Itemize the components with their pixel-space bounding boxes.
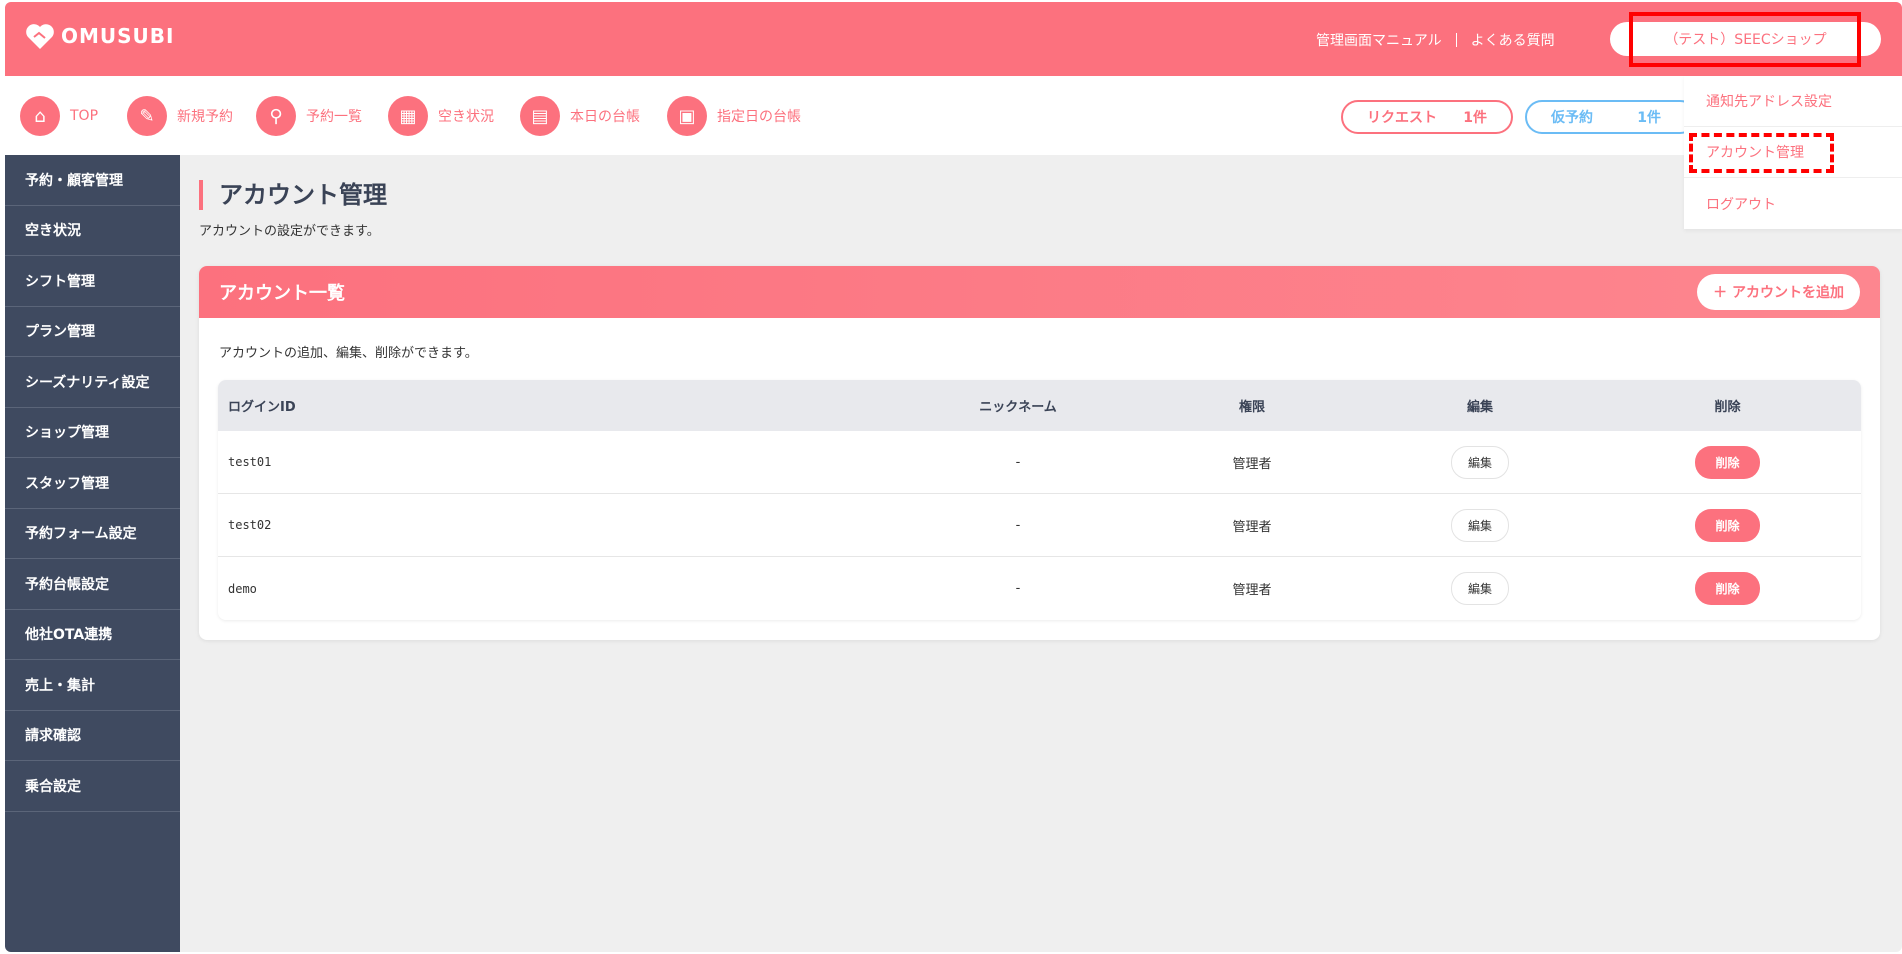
sidebar-item[interactable]: 空き状況 [5, 206, 180, 256]
table-row: test02 - 管理者 編集 削除 [218, 494, 1861, 557]
column-header: 編集 [1466, 400, 1493, 415]
menu-item-logout[interactable]: ログアウト [1706, 196, 1776, 213]
nav-top[interactable]: ⌂ TOP [20, 96, 98, 136]
card-title: アカウント一覧 [219, 283, 345, 304]
logo[interactable]: OMUSUBI [25, 22, 174, 50]
sidebar-item[interactable]: 予約フォーム設定 [5, 509, 180, 559]
heart-handshake-icon [26, 24, 54, 49]
divider [1455, 33, 1457, 47]
table-row: demo - 管理者 編集 削除 [218, 557, 1861, 620]
login-id: test02 [228, 518, 272, 532]
highlight-dashed-box [1689, 133, 1834, 173]
sidebar-item[interactable]: 予約台帳設定 [5, 559, 180, 610]
sidebar-item[interactable]: 乗合設定 [5, 761, 180, 812]
edit-button[interactable]: 編集 [1450, 572, 1509, 605]
book-icon: ▤ [520, 96, 560, 136]
column-header: ニックネーム [979, 400, 1057, 415]
nav-new-reservation[interactable]: ✎ 新規予約 [127, 96, 233, 136]
logo-text: OMUSUBI [61, 24, 175, 48]
role: 管理者 [1232, 519, 1272, 535]
nav-label: TOP [70, 108, 99, 124]
login-id: test01 [228, 455, 272, 469]
tentative-pill[interactable]: 仮予約 1件 [1525, 100, 1697, 134]
grid-icon: ▦ [388, 96, 428, 136]
role: 管理者 [1232, 456, 1272, 472]
sidebar-item[interactable]: 請求確認 [5, 711, 180, 761]
faq-link[interactable]: よくある質問 [1470, 33, 1555, 49]
nav-label: 指定日の台帳 [717, 109, 801, 125]
manual-link[interactable]: 管理画面マニュアル [1316, 33, 1442, 49]
sidebar-item[interactable]: シーズナリティ設定 [5, 357, 180, 408]
sidebar-item[interactable]: 売上・集計 [5, 660, 180, 711]
menu-item-notification[interactable]: 通知先アドレス設定 [1684, 76, 1902, 127]
search-icon: ⚲ [256, 96, 296, 136]
request-pill[interactable]: リクエスト 1件 [1341, 100, 1513, 134]
nav-label: 予約一覧 [306, 109, 362, 125]
header: OMUSUBI 管理画面マニュアル よくある質問 （テスト）SEECショップ [5, 2, 1902, 76]
sidebar-item[interactable]: プラン管理 [5, 307, 180, 357]
nav-label: 新規予約 [177, 109, 233, 125]
edit-button[interactable]: 編集 [1450, 445, 1509, 479]
nav-label: 本日の台帳 [570, 109, 640, 125]
nav-label: 空き状況 [438, 109, 494, 125]
role: 管理者 [1232, 583, 1272, 598]
menu-item-account[interactable]: アカウント管理 [1684, 127, 1902, 178]
delete-button[interactable]: 削除 [1695, 572, 1760, 605]
page-title: アカウント管理 [199, 180, 387, 210]
pill-label: リクエスト [1367, 110, 1437, 126]
card-description: アカウントの追加、編集、削除ができます。 [219, 346, 478, 361]
login-id: demo [228, 581, 257, 596]
column-header: ログインID [228, 400, 296, 415]
nav-reservation-list[interactable]: ⚲ 予約一覧 [256, 96, 362, 136]
column-header: 権限 [1238, 400, 1265, 415]
calendar-icon: ▣ [667, 96, 707, 136]
add-account-button[interactable]: ＋ アカウントを追加 [1697, 274, 1860, 310]
shop-menu-button[interactable]: （テスト）SEECショップ [1610, 22, 1881, 56]
sidebar-item[interactable]: ショップ管理 [5, 408, 180, 458]
nickname: - [1015, 581, 1021, 596]
nickname: - [1015, 454, 1021, 470]
highlight-box [1629, 12, 1861, 67]
edit-button[interactable]: 編集 [1450, 508, 1509, 542]
top-nav: ⌂ TOP ✎ 新規予約 ⚲ 予約一覧 ▦ 空き状況 ▤ 本日の台帳 ▣ 指定日の台帳 リク… [5, 76, 1902, 155]
account-table: ログインID ニックネーム 権限 編集 削除 test01 - 管理者 編集 削… [218, 380, 1861, 620]
app: OMUSUBI 管理画面マニュアル よくある質問 （テスト）SEECショップ ⌂… [5, 2, 1902, 952]
nav-availability[interactable]: ▦ 空き状況 [388, 96, 494, 136]
shop-dropdown-menu: 通知先アドレス設定 アカウント管理 ログアウト [1684, 76, 1902, 229]
pill-label: 仮予約 [1551, 110, 1593, 126]
card-header: アカウント一覧 ＋ アカウントを追加 [199, 266, 1880, 318]
sidebar-item[interactable]: シフト管理 [5, 256, 180, 307]
pill-count: 1件 [1637, 110, 1661, 126]
pill-count: 1件 [1463, 110, 1487, 126]
edit-icon: ✎ [127, 96, 167, 136]
delete-button[interactable]: 削除 [1695, 508, 1760, 542]
home-icon: ⌂ [20, 96, 60, 136]
page-subtitle: アカウントの設定ができます。 [199, 224, 380, 239]
table-row: test01 - 管理者 編集 削除 [218, 431, 1861, 494]
nav-today-ledger[interactable]: ▤ 本日の台帳 [520, 96, 640, 136]
account-list-card: アカウント一覧 ＋ アカウントを追加 アカウントの追加、編集、削除ができます。 … [199, 266, 1880, 640]
sidebar-item[interactable]: 他社OTA連携 [5, 610, 180, 660]
sidebar-item[interactable]: スタッフ管理 [5, 458, 180, 509]
nav-date-ledger[interactable]: ▣ 指定日の台帳 [667, 96, 801, 136]
table-header: ログインID ニックネーム 権限 編集 削除 [218, 380, 1861, 431]
sidebar: 予約・顧客管理 空き状況 シフト管理 プラン管理 シーズナリティ設定 ショップ管… [5, 155, 180, 952]
sidebar-item[interactable]: 予約・顧客管理 [5, 155, 180, 206]
column-header: 削除 [1714, 400, 1741, 415]
nickname: - [1015, 517, 1021, 533]
delete-button[interactable]: 削除 [1695, 445, 1760, 479]
